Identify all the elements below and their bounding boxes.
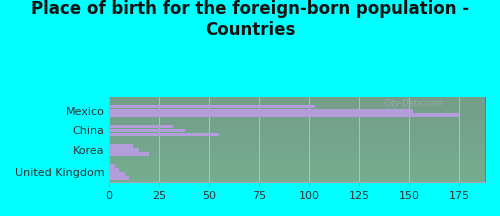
Bar [109, 105, 315, 108]
Bar [109, 124, 173, 128]
Bar [109, 133, 219, 137]
Bar [109, 109, 413, 113]
Bar [109, 168, 119, 172]
Bar [109, 164, 115, 168]
Bar [109, 113, 459, 117]
Text: Place of birth for the foreign-born population -
Countries: Place of birth for the foreign-born popu… [31, 0, 469, 39]
Bar [109, 152, 149, 156]
Bar [109, 129, 185, 132]
Bar [109, 176, 129, 180]
Bar [109, 144, 133, 148]
Bar [109, 148, 139, 152]
Bar [109, 172, 125, 176]
Text: City-Data.com: City-Data.com [384, 99, 443, 108]
